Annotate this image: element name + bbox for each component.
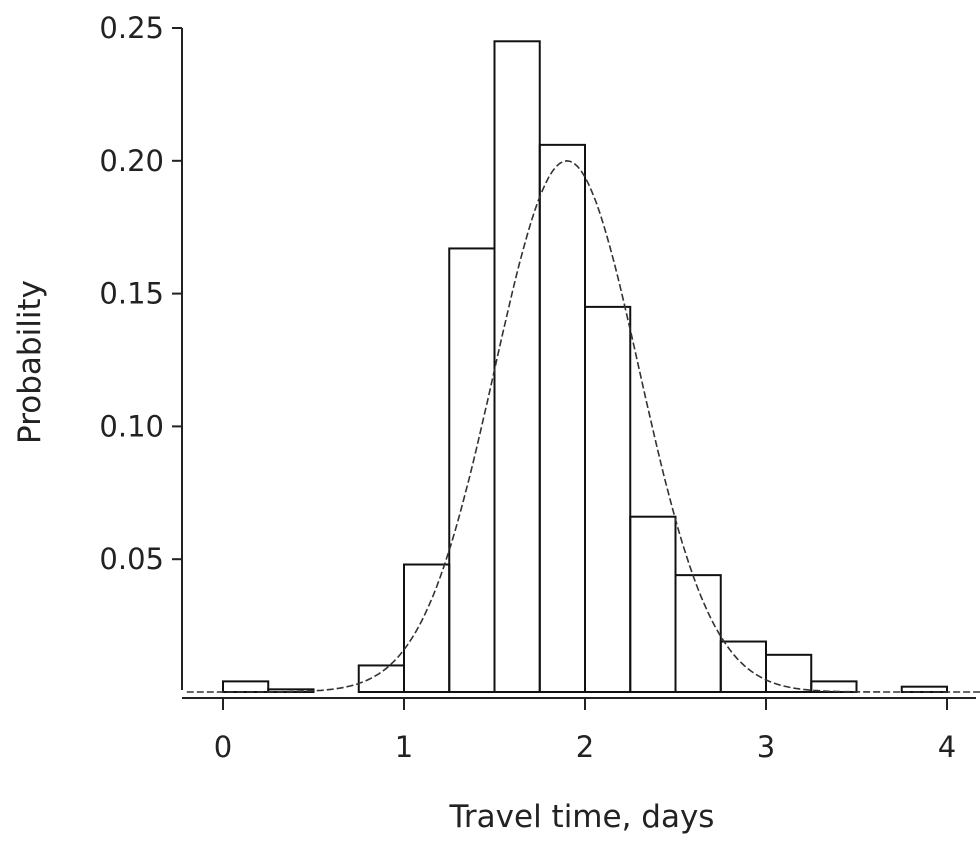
histogram-bar xyxy=(493,40,541,693)
x-tick-label: 2 xyxy=(576,730,594,764)
y-axis-title: Probability xyxy=(12,280,48,444)
x-axis-title: Travel time, days xyxy=(449,799,715,835)
x-tick-label: 4 xyxy=(938,730,956,764)
fitted-normal-curve xyxy=(186,159,980,693)
y-axis-ticks: 0.05 0.10 0.15 0.20 0.25 xyxy=(99,11,182,576)
histogram-bar xyxy=(357,664,405,694)
histogram-bar xyxy=(584,305,632,693)
histogram-bars xyxy=(222,40,948,694)
histogram-bar xyxy=(403,563,451,694)
x-tick-label: 1 xyxy=(395,730,413,764)
histogram-bar xyxy=(765,653,813,693)
y-tick-label: 0.05 xyxy=(99,542,164,576)
x-axis-ticks: 0 1 2 3 4 xyxy=(214,698,956,764)
histogram-bar xyxy=(222,680,270,693)
y-tick-label: 0.10 xyxy=(99,409,164,443)
histogram-bar xyxy=(538,143,586,693)
axes xyxy=(181,28,976,699)
histogram-bar xyxy=(629,515,677,693)
y-tick-label: 0.25 xyxy=(99,11,164,45)
x-tick-label: 3 xyxy=(757,730,775,764)
histogram-bar xyxy=(719,640,767,694)
histogram-bar xyxy=(674,574,722,693)
y-tick-label: 0.20 xyxy=(99,144,164,178)
y-tick-label: 0.15 xyxy=(99,277,164,311)
x-tick-label: 0 xyxy=(214,730,232,764)
